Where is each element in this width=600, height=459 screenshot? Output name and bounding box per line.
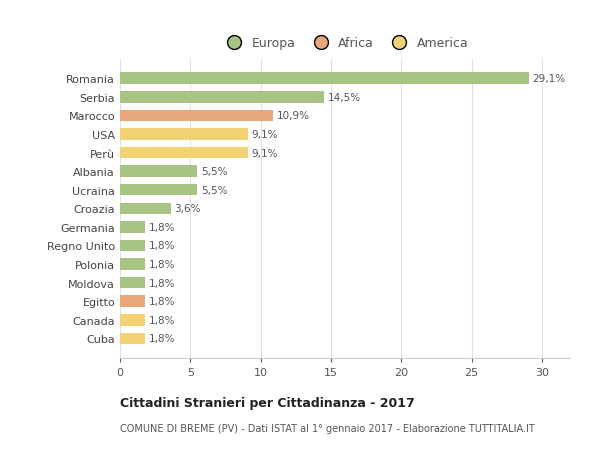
Bar xyxy=(120,314,145,326)
Text: 1,8%: 1,8% xyxy=(149,241,175,251)
Bar xyxy=(120,110,273,122)
Text: 3,6%: 3,6% xyxy=(174,204,200,214)
Bar xyxy=(120,333,145,344)
Bar xyxy=(120,185,197,196)
Bar xyxy=(120,296,145,308)
Bar xyxy=(120,277,145,289)
Bar xyxy=(120,203,170,215)
Text: 1,8%: 1,8% xyxy=(149,334,175,344)
Bar xyxy=(120,166,197,178)
Bar xyxy=(120,259,145,270)
Bar xyxy=(120,129,248,140)
Text: 1,8%: 1,8% xyxy=(149,259,175,269)
Bar xyxy=(120,73,529,85)
Text: COMUNE DI BREME (PV) - Dati ISTAT al 1° gennaio 2017 - Elaborazione TUTTITALIA.I: COMUNE DI BREME (PV) - Dati ISTAT al 1° … xyxy=(120,424,535,433)
Bar xyxy=(120,222,145,233)
Bar xyxy=(120,92,324,103)
Bar xyxy=(120,147,248,159)
Text: 9,1%: 9,1% xyxy=(251,129,278,140)
Text: 1,8%: 1,8% xyxy=(149,223,175,232)
Text: 29,1%: 29,1% xyxy=(533,74,566,84)
Text: Cittadini Stranieri per Cittadinanza - 2017: Cittadini Stranieri per Cittadinanza - 2… xyxy=(120,396,415,409)
Text: 5,5%: 5,5% xyxy=(201,167,227,177)
Text: 10,9%: 10,9% xyxy=(277,111,310,121)
Text: 1,8%: 1,8% xyxy=(149,315,175,325)
Legend: Europa, Africa, America: Europa, Africa, America xyxy=(218,33,472,54)
Text: 5,5%: 5,5% xyxy=(201,185,227,195)
Text: 9,1%: 9,1% xyxy=(251,148,278,158)
Bar xyxy=(120,240,145,252)
Text: 1,8%: 1,8% xyxy=(149,297,175,307)
Text: 14,5%: 14,5% xyxy=(328,93,361,102)
Text: 1,8%: 1,8% xyxy=(149,278,175,288)
